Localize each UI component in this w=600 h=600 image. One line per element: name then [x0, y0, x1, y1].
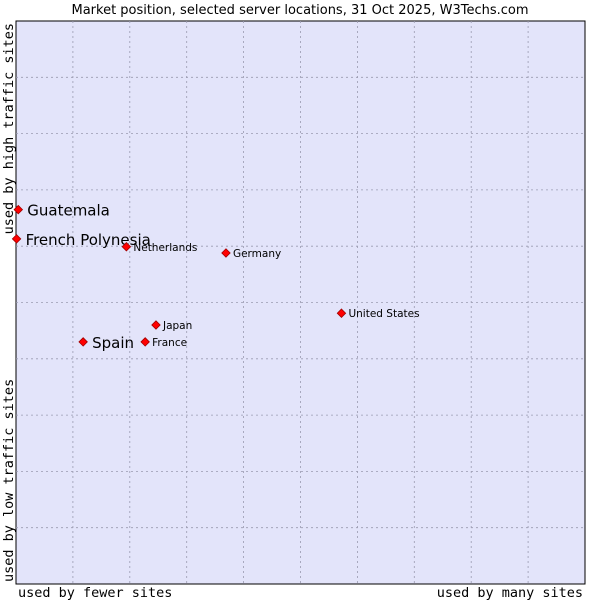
data-point: Japan [151, 320, 192, 332]
point-marker [151, 320, 161, 330]
data-point: Netherlands [121, 241, 197, 254]
y-axis-label-top: used by high traffic sites [1, 23, 17, 234]
data-point: Germany [221, 248, 281, 260]
x-axis-label-right: used by many sites [437, 585, 583, 600]
data-point: France [140, 337, 187, 349]
point-label: Guatemala [27, 202, 110, 220]
data-point: Spain [78, 334, 134, 352]
point-marker [11, 234, 22, 244]
point-label: Netherlands [133, 242, 197, 254]
data-point: French Polynesia [11, 231, 151, 249]
point-marker [121, 241, 132, 252]
point-marker [221, 248, 231, 258]
y-axis-label-bottom: used by low traffic sites [1, 379, 17, 582]
x-axis-label-left: used by fewer sites [18, 585, 172, 600]
point-label: Germany [233, 248, 281, 260]
point-label: France [152, 337, 187, 349]
point-label: French Polynesia [26, 231, 151, 249]
point-marker [78, 337, 88, 347]
point-marker [13, 204, 24, 215]
chart-title: Market position, selected server locatio… [71, 3, 528, 18]
data-point: United States [336, 308, 420, 320]
point-marker [336, 308, 347, 318]
grid-lines [16, 21, 585, 584]
point-label: United States [348, 308, 419, 320]
point-label: Spain [92, 334, 134, 352]
point-label: Japan [162, 320, 192, 332]
data-point: Guatemala [13, 202, 110, 220]
point-marker [140, 337, 150, 347]
